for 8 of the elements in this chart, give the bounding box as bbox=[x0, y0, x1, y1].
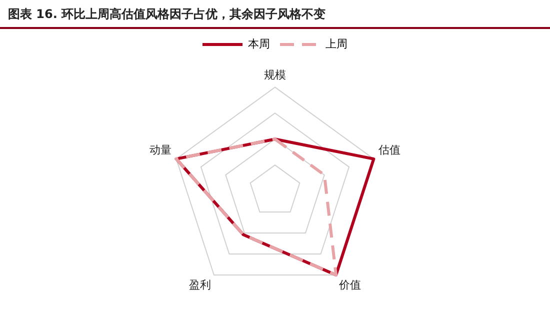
spoke-label: 价值 bbox=[338, 278, 361, 292]
spoke-label: 规模 bbox=[264, 68, 286, 82]
spoke-label: 动量 bbox=[150, 144, 172, 157]
spoke-label: 盈利 bbox=[189, 278, 212, 292]
legend-label: 上周 bbox=[326, 37, 348, 50]
spoke-label: 估值 bbox=[378, 144, 400, 157]
legend-label: 本周 bbox=[248, 37, 270, 50]
chart-title: 图表 16. 环比上周高估值风格因子占优，其余因子风格不变 bbox=[0, 0, 550, 29]
